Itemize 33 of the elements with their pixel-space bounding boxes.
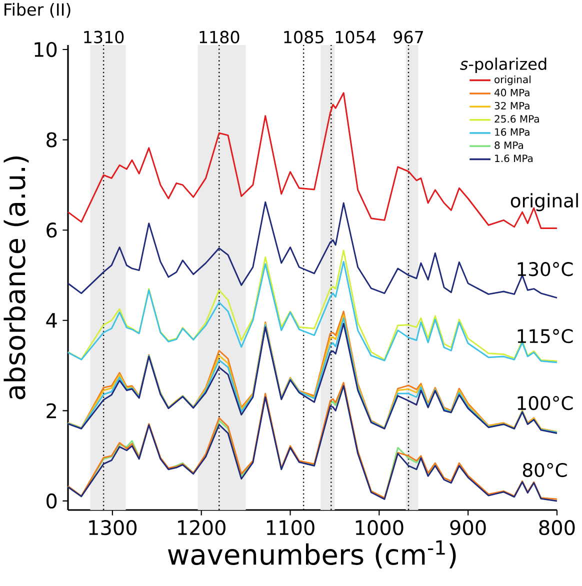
y-tick-label: 2 bbox=[46, 403, 56, 418]
annotation: original bbox=[510, 193, 578, 212]
x-tick-label: 900 bbox=[450, 520, 486, 536]
legend-label: 8 MPa bbox=[494, 141, 523, 149]
x-tick-label: 1100 bbox=[267, 520, 314, 536]
y-tick-label: 4 bbox=[46, 313, 57, 328]
legend-label: 32 MPa bbox=[494, 102, 530, 110]
annotation: 100°C bbox=[518, 396, 573, 410]
ref-line-label: 1085 bbox=[284, 30, 324, 44]
legend-label: 1.6 MPa bbox=[495, 154, 533, 162]
legend-label: original bbox=[494, 75, 530, 86]
annotation: 115°C bbox=[518, 329, 573, 344]
x-tick-label: 800 bbox=[539, 520, 575, 536]
y-tick-label: 0 bbox=[46, 493, 57, 509]
y-tick-label: 6 bbox=[46, 222, 57, 238]
legend-title: s-polarized bbox=[460, 58, 546, 74]
x-axis-title: wavenumbers (cm$^{-1}$) bbox=[168, 540, 456, 568]
ref-line-label: 967 bbox=[394, 30, 423, 44]
x-tick-label: 1200 bbox=[178, 520, 226, 536]
y-tick-label: 8 bbox=[46, 132, 57, 148]
ref-line-label: 1310 bbox=[84, 30, 124, 44]
y-tick-label: 10 bbox=[34, 42, 57, 58]
legend-label: 16 MPa bbox=[495, 128, 530, 136]
legend-label: 25.6 MPa bbox=[494, 115, 539, 123]
ref-line-label: 1054 bbox=[336, 30, 376, 44]
annotation: 80°C bbox=[522, 462, 567, 478]
ref-line-label: 1180 bbox=[200, 30, 240, 44]
annotation: 130°C bbox=[518, 262, 573, 276]
legend-label: 40 MPa bbox=[494, 88, 530, 96]
x-tick-label: 1300 bbox=[89, 520, 137, 536]
chart-title: Fiber (II) bbox=[4, 2, 70, 18]
y-axis-title: absorbance (a.u.) bbox=[4, 156, 29, 400]
x-tick-label: 1000 bbox=[356, 520, 404, 536]
